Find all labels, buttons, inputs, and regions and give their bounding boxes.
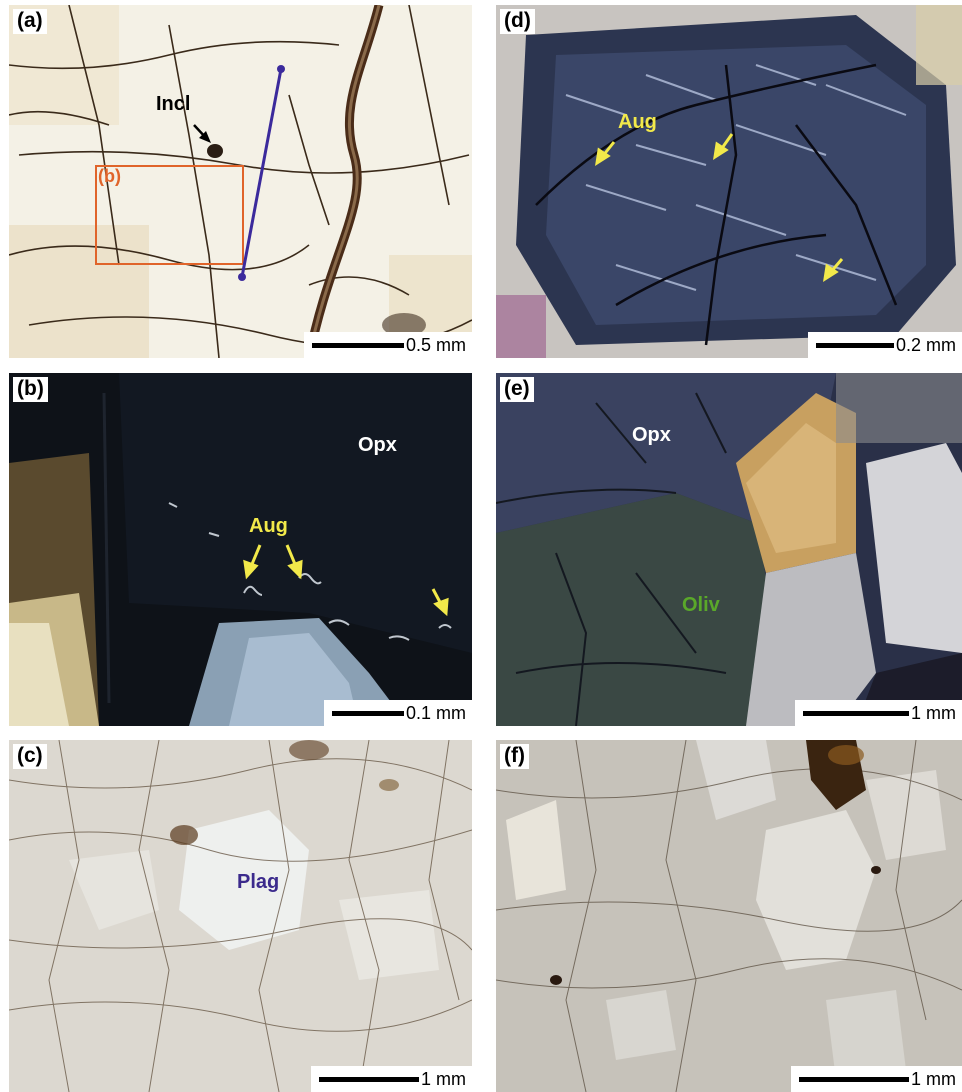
panel-f: (f) 1 mm	[496, 740, 962, 1092]
aug-label-b: Aug	[249, 515, 288, 537]
subregion-box	[95, 165, 244, 265]
aug-arrow-3	[823, 258, 844, 283]
scale-bar-a: 0.5 mm	[303, 332, 472, 358]
aug-arrow-1	[595, 141, 616, 167]
aug-arrow-b3	[431, 588, 449, 617]
scale-text: 1 mm	[911, 1068, 956, 1089]
annotation-layer-d	[595, 133, 844, 283]
profile-end-dot	[238, 273, 246, 281]
scale-bar-line	[803, 710, 909, 716]
scale-bar-line	[815, 342, 894, 348]
scale-text: 1 mm	[911, 702, 956, 723]
aug-arrow-2	[713, 133, 734, 161]
panel-e: (e) Opx Oliv 1 mm	[496, 373, 962, 726]
annotation-layer-a	[95, 65, 285, 281]
micrograph-c	[9, 740, 472, 1092]
panel-a: (a) Incl (b) 0.5 mm	[9, 5, 472, 358]
panel-b: (b) Opx Aug 0.1 mm	[9, 373, 472, 726]
scale-text: 0.1 mm	[405, 702, 466, 723]
panel-d: (d) Aug 0.2 mm	[496, 5, 962, 358]
scale-bar-e: 1 mm	[795, 700, 962, 726]
micrograph-a	[9, 5, 472, 358]
panel-c: (c) Plag 1 mm	[9, 740, 472, 1092]
panel-label-d: (d)	[500, 9, 535, 34]
scale-text: 0.5 mm	[405, 334, 466, 355]
incl-arrow	[193, 124, 211, 143]
scale-bar-f: 1 mm	[791, 1066, 962, 1092]
panel-label-a: (a)	[13, 9, 47, 34]
scale-bar-line	[799, 1076, 909, 1082]
aug-arrow-b1	[243, 544, 262, 580]
panel-label-c: (c)	[13, 744, 47, 769]
oliv-label: Oliv	[682, 594, 720, 616]
incl-label: Incl	[156, 93, 191, 115]
profile-line	[240, 68, 283, 278]
scale-bar-c: 1 mm	[311, 1066, 472, 1092]
scale-bar-d: 0.2 mm	[807, 332, 962, 358]
micrograph-d	[496, 5, 962, 358]
scale-text: 1 mm	[421, 1068, 466, 1089]
scale-bar-line	[311, 342, 404, 348]
scale-bar-line	[319, 1076, 419, 1082]
aug-arrow-b2	[285, 544, 303, 580]
plag-label: Plag	[237, 871, 280, 893]
scale-bar-b: 0.1 mm	[323, 700, 472, 726]
opx-label-e: Opx	[632, 424, 671, 446]
micrograph-b	[9, 373, 472, 726]
subregion-label: (b)	[98, 166, 121, 186]
aug-label-d: Aug	[618, 111, 657, 133]
micrograph-f	[496, 740, 962, 1092]
panel-label-e: (e)	[500, 377, 534, 402]
opx-label-b: Opx	[358, 434, 397, 456]
micrograph-e	[496, 373, 962, 726]
panel-label-b: (b)	[13, 377, 48, 402]
profile-start-dot	[277, 65, 285, 73]
scale-bar-line	[331, 710, 404, 716]
annotation-layer-b	[243, 544, 449, 617]
panel-label-f: (f)	[500, 744, 529, 769]
scale-text: 0.2 mm	[895, 334, 956, 355]
